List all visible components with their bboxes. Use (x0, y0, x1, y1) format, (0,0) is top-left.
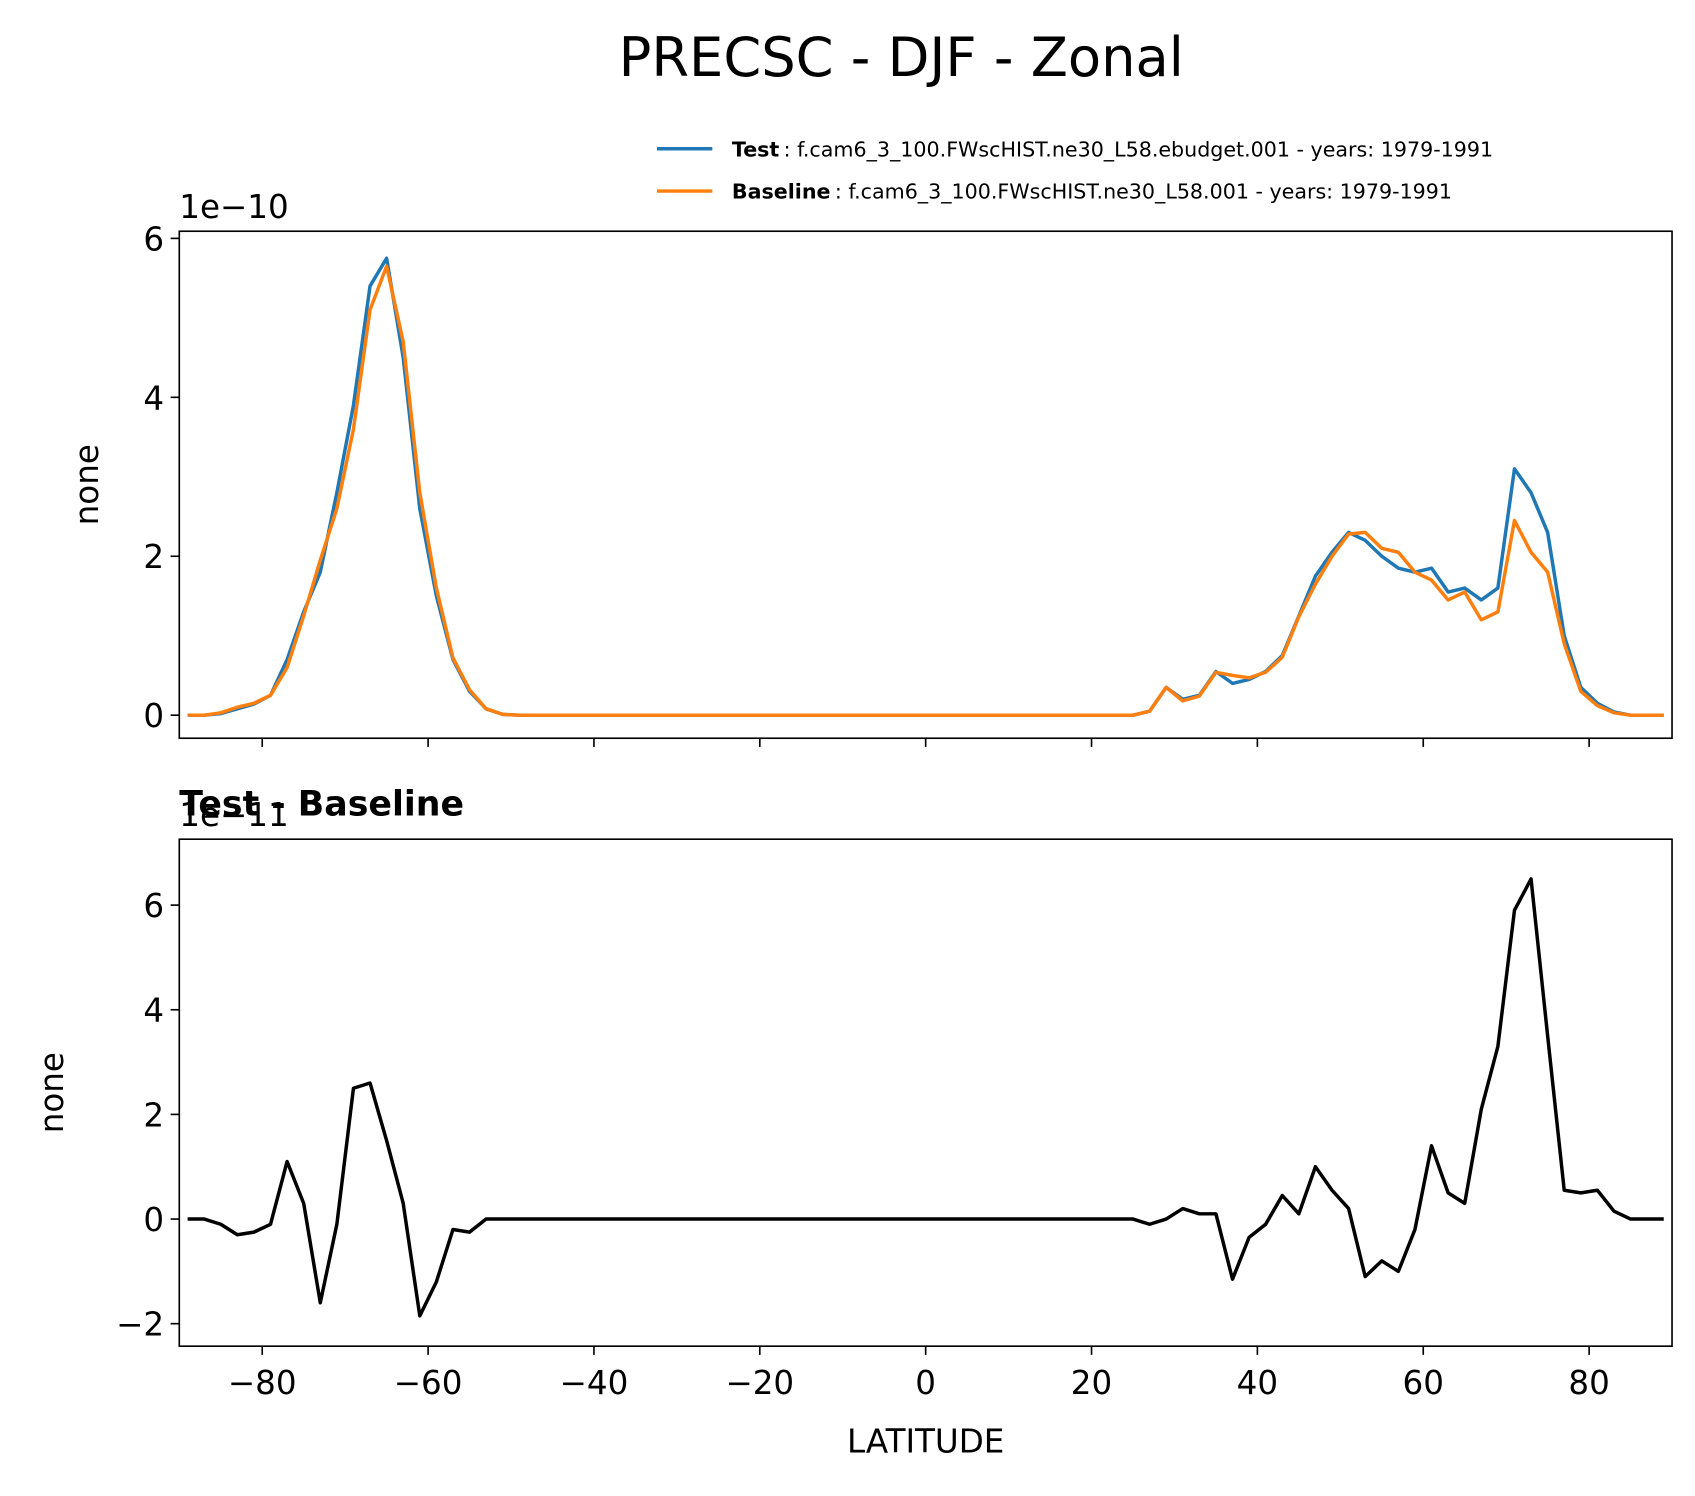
x-tick-label: 20 (1071, 1364, 1112, 1402)
x-tick-label: −60 (394, 1364, 463, 1402)
x-tick-label: 60 (1403, 1364, 1444, 1402)
legend-label: Test: f.cam6_3_100.FWscHIST.ne30_L58.ebu… (732, 137, 1493, 162)
y-axis-label: none (33, 1052, 71, 1133)
y-tick-label: 4 (143, 992, 164, 1030)
y-offset-label: 1e−11 (179, 796, 288, 834)
series-line (187, 264, 1664, 717)
axes-title: Test - Baseline (179, 784, 464, 824)
axes-frame (178, 838, 1673, 1347)
y-tick-label: −2 (116, 1306, 164, 1344)
y-offset-label: 1e−10 (179, 188, 288, 226)
legend-description: : f.cam6_3_100.FWscHIST.ne30_L58.001 - y… (835, 180, 1452, 205)
y-axis-label: none (68, 444, 106, 525)
y-tick-label: 6 (143, 887, 164, 925)
figure-title: PRECSC - DJF - Zonal (619, 26, 1184, 89)
x-tick-label: −80 (228, 1364, 297, 1402)
x-tick-label: −40 (560, 1364, 629, 1402)
x-tick-label: −20 (725, 1364, 794, 1402)
y-tick-label: 0 (143, 697, 164, 735)
x-tick-label: 0 (915, 1364, 936, 1402)
legend-name: Test (732, 137, 780, 161)
legend-description: : f.cam6_3_100.FWscHIST.ne30_L58.ebudget… (784, 137, 1493, 162)
y-tick-label: 2 (143, 538, 164, 576)
legend-name: Baseline (732, 180, 831, 204)
series-line (187, 877, 1664, 1318)
y-tick-label: 0 (143, 1201, 164, 1239)
legend-label: Baseline: f.cam6_3_100.FWscHIST.ne30_L58… (732, 180, 1452, 205)
x-tick-label: 80 (1568, 1364, 1609, 1402)
y-tick-label: 4 (143, 379, 164, 417)
axes-frame (178, 230, 1673, 740)
y-tick-label: 6 (143, 220, 164, 258)
x-tick-label: 40 (1237, 1364, 1278, 1402)
y-tick-label: 2 (143, 1096, 164, 1134)
x-axis-label: LATITUDE (847, 1423, 1004, 1461)
